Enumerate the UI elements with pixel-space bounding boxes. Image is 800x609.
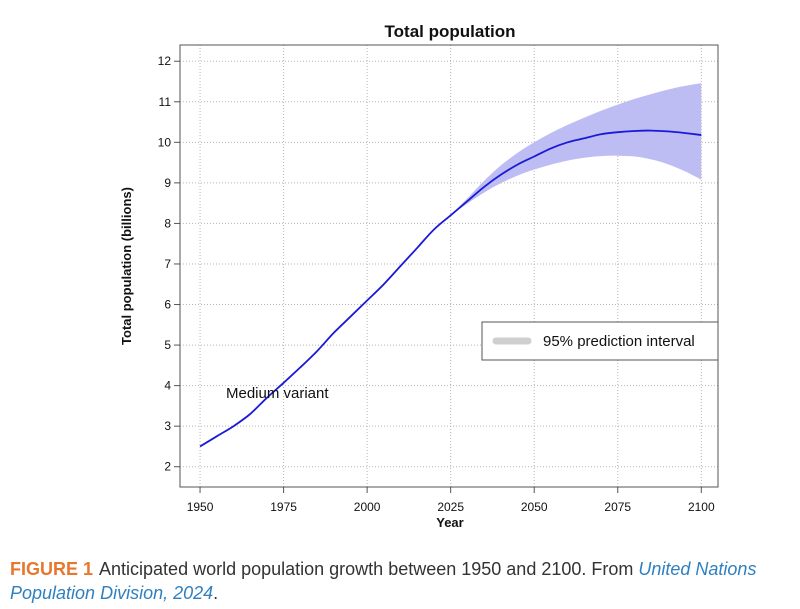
y-tick-label: 9 bbox=[164, 176, 171, 190]
citation-link[interactable]: United Nations Population Division, 2024 bbox=[10, 559, 757, 603]
y-tick-label: 10 bbox=[158, 135, 172, 149]
axis-ticks: 2 3 4 5 6 7 8 9 10 11 12 1950 1975 2000 2025 2050 2075 21… bbox=[158, 54, 715, 514]
legend: 95% prediction interval bbox=[481, 321, 719, 361]
x-tick-label: 2000 bbox=[354, 500, 381, 514]
y-tick-label: 5 bbox=[164, 338, 171, 352]
caption-text: Anticipated world population growth betw… bbox=[99, 559, 639, 579]
y-tick-label: 6 bbox=[164, 298, 171, 312]
legend-label: 95% prediction interval bbox=[543, 333, 695, 350]
x-tick-label: 2100 bbox=[688, 500, 715, 514]
plot-frame bbox=[179, 44, 719, 488]
y-tick-label: 12 bbox=[158, 54, 172, 68]
y-tick-label: 8 bbox=[164, 216, 171, 230]
x-tick-label: 2025 bbox=[437, 500, 464, 514]
x-tick-label: 2075 bbox=[604, 500, 631, 514]
x-axis-label: Year bbox=[436, 515, 463, 530]
y-tick-label: 4 bbox=[164, 379, 171, 393]
x-tick-label: 1975 bbox=[270, 500, 297, 514]
x-tick-label: 2050 bbox=[521, 500, 548, 514]
x-tick-label: 1950 bbox=[187, 500, 214, 514]
y-tick-label: 11 bbox=[159, 95, 172, 109]
series-annotation-medium-variant: Medium variant bbox=[226, 385, 329, 402]
chart-title: Total population bbox=[385, 22, 516, 41]
series-line-medium-variant bbox=[199, 129, 702, 448]
y-tick-label: 7 bbox=[164, 257, 171, 271]
y-tick-label: 2 bbox=[164, 460, 171, 474]
caption-end: . bbox=[213, 583, 219, 603]
prediction-interval-band bbox=[450, 83, 702, 216]
figure-caption: FIGURE 1 Anticipated world population gro… bbox=[10, 557, 792, 605]
y-tick-label: 3 bbox=[164, 419, 171, 433]
figure-label: FIGURE 1 bbox=[10, 559, 94, 579]
population-chart: 2 3 4 5 6 7 8 9 10 11 12 1950 1975 2000 2025 2050 2075 21… bbox=[119, 22, 719, 530]
y-axis-label: Total population (billions) bbox=[119, 187, 134, 345]
